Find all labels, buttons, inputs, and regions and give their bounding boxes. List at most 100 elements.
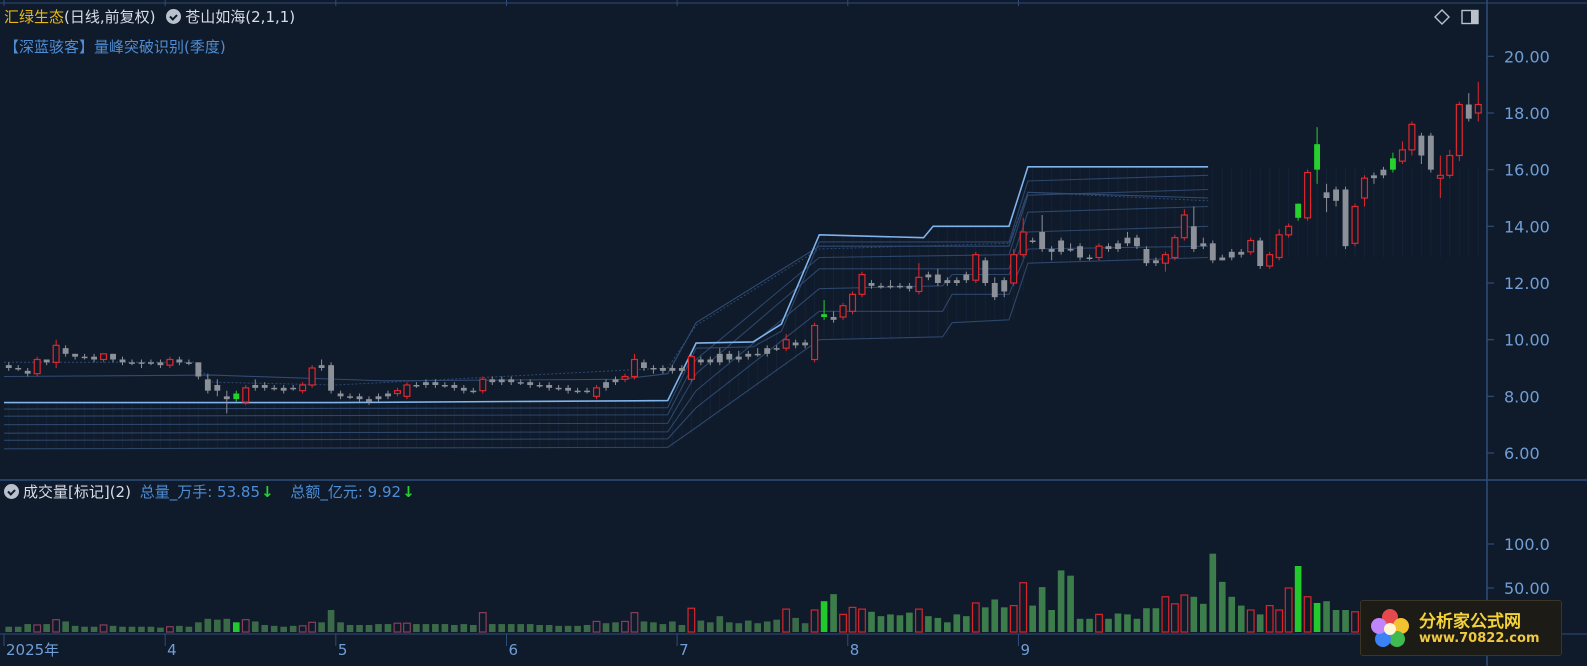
volume-toggle[interactable]: 成交量[标记](2) — [4, 483, 131, 501]
candle-body — [366, 399, 372, 402]
candle — [848, 291, 857, 315]
volume-bar — [914, 608, 923, 633]
candle — [347, 393, 353, 400]
volume-bar — [241, 619, 250, 633]
candle-body — [375, 396, 382, 400]
volume-bar — [432, 624, 439, 632]
candle-body — [1295, 203, 1302, 218]
volume-bar — [356, 624, 363, 632]
candle-body — [991, 283, 998, 298]
candle — [944, 277, 951, 286]
check-circle-icon[interactable] — [166, 9, 182, 24]
candle — [1474, 81, 1482, 122]
volume-bar — [971, 602, 980, 633]
candle-body — [1408, 123, 1416, 151]
candle — [1124, 232, 1131, 247]
candle-body — [441, 385, 448, 387]
candle — [403, 382, 411, 400]
candle-body — [1180, 214, 1188, 239]
volume-bar — [1190, 596, 1198, 632]
volume-bar — [830, 594, 837, 632]
candle — [1077, 243, 1084, 261]
volume-header: 成交量[标记](2) 总量_万手: 53.85↓ 总额_亿元: 9.92↓ — [4, 483, 415, 501]
diamond-icon[interactable] — [1434, 9, 1450, 25]
stock-name[interactable]: 汇绿生态 — [4, 8, 65, 26]
candle-body — [612, 379, 619, 383]
candle — [1314, 127, 1321, 184]
candle-body — [110, 353, 116, 360]
candle-body — [72, 353, 79, 357]
candle — [223, 390, 230, 414]
x-tick-label: 7 — [679, 641, 689, 659]
candle — [1351, 203, 1359, 247]
candle-body — [944, 280, 951, 283]
period-label[interactable]: (日线,前复权) — [64, 8, 156, 26]
volume-bar — [223, 618, 231, 632]
volume-bar — [564, 625, 572, 632]
volume-bar — [1303, 596, 1312, 633]
candle — [773, 345, 780, 351]
volume-bar — [232, 622, 240, 632]
volume-bar — [526, 624, 534, 632]
candle-body — [451, 385, 458, 388]
candle-body — [1219, 257, 1226, 261]
candle — [1398, 141, 1406, 164]
volume-bar — [176, 625, 183, 632]
check-circle-icon[interactable] — [4, 484, 19, 499]
band-line — [3, 191, 1209, 382]
volume-bar — [602, 623, 610, 632]
volume-bar — [1086, 618, 1093, 632]
candle — [366, 396, 372, 405]
candle-body — [166, 358, 174, 366]
band-line — [3, 205, 1209, 426]
down-arrow-icon: ↓ — [402, 483, 415, 501]
candle-body — [1124, 237, 1131, 244]
volume-bar — [1170, 603, 1179, 633]
candle — [650, 365, 657, 374]
candle-body — [1134, 237, 1140, 247]
candle — [110, 353, 116, 363]
candle — [72, 353, 79, 360]
candle — [669, 365, 676, 374]
volume-title[interactable]: 成交量[标记](2) — [23, 483, 131, 501]
volume-bar — [906, 612, 913, 632]
formula-label[interactable]: 【深蓝骇客】量峰突破识别(季度) — [4, 38, 226, 56]
candle-body — [630, 358, 639, 378]
candle-body — [621, 375, 629, 380]
candle — [934, 268, 941, 286]
volume-bar — [1038, 587, 1046, 632]
volume-bar — [848, 606, 857, 633]
candle-body — [1209, 243, 1216, 261]
indicator-toggle[interactable]: 苍山如海(2,1,1) — [166, 8, 295, 26]
candle-body — [214, 385, 221, 391]
volume-bar — [5, 626, 13, 632]
candle — [1161, 251, 1169, 272]
candle — [393, 387, 401, 397]
indicator-name[interactable]: 苍山如海(2,1,1) — [185, 8, 296, 26]
candle-body — [1200, 243, 1207, 247]
volume-bar — [157, 627, 164, 632]
candle-body — [1247, 239, 1255, 253]
volume-bar — [346, 624, 354, 632]
candle — [630, 353, 639, 380]
volume-bar — [270, 625, 278, 632]
candle — [1247, 237, 1255, 255]
candle-body — [33, 358, 41, 375]
candle-body — [641, 362, 647, 368]
volume-bar — [810, 609, 819, 633]
volume-bar — [1246, 609, 1255, 633]
y-tick-label: 8.00 — [1504, 387, 1540, 406]
volume-bar — [1199, 603, 1207, 632]
panel-layout-icon[interactable] — [1461, 9, 1479, 25]
candle-body — [1455, 103, 1463, 157]
candle-body — [1190, 226, 1197, 249]
candle — [43, 359, 50, 366]
volume-bar — [517, 624, 525, 632]
volume-bar — [555, 625, 562, 632]
volume-bar — [384, 624, 392, 632]
candle-body — [565, 387, 572, 391]
candle-body — [1436, 174, 1444, 179]
candle — [1171, 234, 1179, 261]
candle — [546, 382, 553, 391]
candle-body — [963, 274, 970, 281]
